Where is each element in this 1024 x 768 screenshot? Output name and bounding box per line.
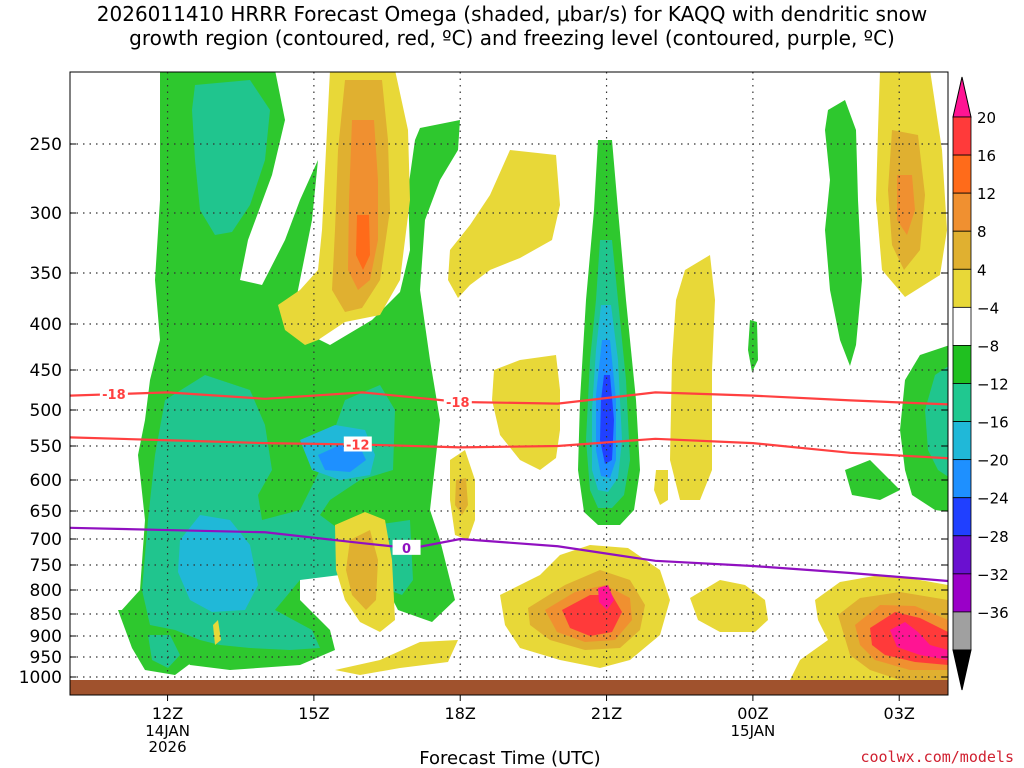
colorbar-label-1: 16	[977, 147, 996, 165]
colorbar-segment-8	[952, 421, 972, 461]
y-tick-label-550: 550	[30, 437, 62, 457]
chart-title: 2026011410 HRRR Forecast Omega (shaded, …	[0, 2, 1024, 50]
x-tick-label-18Z: 18Z	[445, 704, 476, 723]
y-tick-label-950: 950	[30, 648, 62, 668]
y-tick-label-700: 700	[30, 530, 62, 550]
colorbar-label-11: −28	[977, 528, 1009, 546]
colorbar-segment-2	[952, 192, 972, 232]
omega-region-yellow-18z-mid	[492, 355, 560, 470]
temperature-contours: -18 -18 -12 0	[70, 386, 948, 583]
dgz-contour-minus18	[70, 391, 948, 406]
colorbar-label-6: −8	[977, 337, 999, 355]
freezing-level-contour	[70, 526, 948, 583]
colorbar-label-9: −20	[977, 452, 1009, 470]
dgz-contour-minus18-label-1: -18	[446, 396, 470, 411]
y-tick-label-800: 800	[30, 581, 62, 601]
dgz-contour-minus12-label-bg-0	[343, 436, 372, 452]
omega-region-orange-03z-upper	[897, 175, 915, 235]
omega-region-yellow-19z-small	[654, 470, 668, 505]
x-tick-sublabel-2026: 2026	[148, 738, 186, 756]
x-tick-sublabel-15JAN: 15JAN	[731, 722, 776, 740]
colorbar-segment-7	[952, 383, 972, 422]
colorbar-label-0: 20	[977, 109, 996, 127]
omega-region-teal-upper	[192, 80, 270, 235]
colorbar-segment-10	[952, 497, 972, 537]
title-line-2: growth region (contoured, red, ºC) and f…	[129, 26, 895, 50]
x-tick-sublabel-14JAN: 14JAN	[145, 722, 190, 740]
x-axis-label: Forecast Time (UTC)	[419, 748, 600, 768]
omega-region-green-right-lower	[845, 460, 900, 500]
y-tick-label-850: 850	[30, 605, 62, 625]
colorbar-label-5: −4	[977, 299, 999, 317]
colorbar-label-8: −16	[977, 414, 1009, 432]
omega-region-magenta-03z-low	[890, 622, 948, 660]
y-axis: 2503003504004505005506006507007508008509…	[19, 135, 948, 688]
colorbar-segment-13	[952, 611, 972, 651]
dgz-contour-minus18-label-bg-1	[443, 393, 472, 409]
dgz-contour-minus18-label-bg-0	[99, 386, 128, 402]
x-tick-label-15Z: 15Z	[298, 704, 329, 723]
y-tick-label-900: 900	[30, 627, 62, 647]
omega-region-blue-15z	[318, 445, 366, 472]
colorbar-segment-0	[952, 116, 972, 156]
omega-region-yellow-16z-small	[213, 620, 221, 645]
y-tick-label-600: 600	[30, 471, 62, 491]
ground-strip	[70, 680, 948, 695]
omega-region-yellow-18z-upper	[448, 150, 560, 298]
y-tick-label-750: 750	[30, 556, 62, 576]
omega-region-magenta-21z-low	[598, 585, 614, 610]
colorbar-label-10: −24	[977, 490, 1009, 508]
omega-region-teal-right-edge	[925, 366, 948, 477]
omega-region-gold-18z-low	[455, 478, 468, 515]
x-tick-label-21Z: 21Z	[591, 704, 622, 723]
omega-region-yellow-19z	[670, 255, 715, 500]
colorbar-bottom-triangle	[952, 649, 972, 691]
title-line-1: 2026011410 HRRR Forecast Omega (shaded, …	[96, 2, 928, 26]
omega-region-orange-15z	[348, 120, 378, 290]
y-tick-label-300: 300	[30, 204, 62, 224]
freezing-level-contour-label-0: 0	[402, 542, 411, 557]
colorbar-label-3: 8	[977, 223, 987, 241]
x-tick-label-12Z: 12Z	[152, 704, 183, 723]
x-tick-label-03Z: 03Z	[884, 704, 915, 723]
omega-region-red-15z	[356, 215, 370, 270]
dgz-contour-minus12-label-0: -12	[346, 438, 370, 453]
colorbar-label-13: −36	[977, 604, 1009, 622]
omega-region-green-right-upper	[825, 100, 862, 366]
colorbar-segment-12	[952, 573, 972, 613]
y-tick-label-350: 350	[30, 264, 62, 284]
watermark: coolwx.com/models	[860, 748, 1014, 766]
colorbar-segment-4	[952, 268, 972, 308]
colorbar-top-triangle	[952, 76, 972, 118]
omega-region-teal-lower-left	[148, 635, 180, 668]
colorbar-label-7: −12	[977, 376, 1009, 394]
colorbar-label-4: 4	[977, 261, 987, 279]
colorbar-segment-5	[952, 306, 972, 346]
colorbar-segment-1	[952, 154, 972, 194]
colorbar-label-2: 12	[977, 185, 996, 203]
plot-frame	[69, 71, 949, 696]
freezing-level-contour-label-bg-0	[392, 539, 421, 555]
omega-region-yellow-00z-low	[690, 580, 768, 632]
colorbar-label-12: −32	[977, 566, 1009, 584]
colorbar: 20 16 12 8 4 −4 −8 −12 −16 −20 −24 −28 −32 −36	[952, 76, 1009, 691]
y-tick-label-1000: 1000	[19, 668, 62, 688]
omega-region-cyan-midleft	[178, 515, 258, 612]
colorbar-segment-11	[952, 535, 972, 575]
y-tick-label-450: 450	[30, 361, 62, 381]
y-tick-label-650: 650	[30, 502, 62, 522]
colorbar-segment-3	[952, 230, 972, 270]
x-tick-label-00Z: 00Z	[737, 704, 768, 723]
y-tick-label-400: 400	[30, 315, 62, 335]
dgz-contour-minus12	[70, 436, 948, 460]
dgz-contour-minus18-label-0: -18	[102, 388, 126, 403]
colorbar-segment-9	[952, 459, 972, 499]
colorbar-segment-6	[952, 345, 972, 384]
y-tick-label-500: 500	[30, 401, 62, 421]
y-tick-label-250: 250	[30, 135, 62, 155]
